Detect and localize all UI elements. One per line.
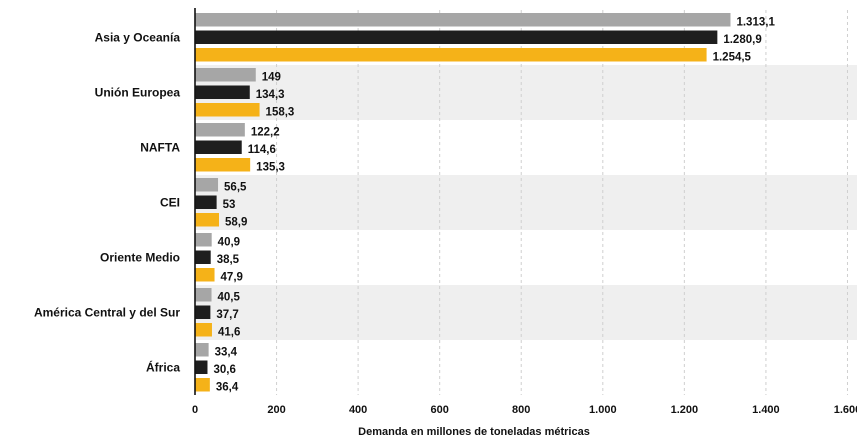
bar — [195, 13, 731, 27]
data-label: 122,2 — [251, 127, 280, 139]
data-label: 58,9 — [225, 217, 247, 229]
data-label: 30,6 — [213, 364, 235, 376]
x-tick-labels: 0 200 400 600 800 1.000 1.200 1.400 1.600 — [192, 404, 857, 416]
data-label: 56,5 — [224, 182, 247, 194]
category-label: NAFTA — [140, 141, 180, 155]
category-label: Oriente Medio — [100, 251, 180, 265]
bar — [195, 250, 211, 264]
category-labels: Asia y Oceanía Unión Europea NAFTA CEI Orien… — [34, 31, 180, 375]
bar — [195, 378, 210, 392]
x-tick-label: 400 — [349, 404, 367, 416]
data-label: 47,9 — [221, 272, 243, 284]
x-tick-label: 1.600 — [834, 404, 857, 416]
data-label: 53 — [223, 199, 236, 211]
row-band — [195, 175, 857, 230]
category-label: América Central y del Sur — [34, 306, 180, 320]
bar — [195, 123, 245, 137]
x-tick-label: 1.400 — [752, 404, 780, 416]
row-band — [195, 285, 857, 340]
x-tick-label: 800 — [512, 404, 530, 416]
bar-series — [195, 13, 731, 392]
data-label: 1.254,5 — [713, 52, 752, 64]
bar — [195, 213, 220, 227]
data-label: 40,9 — [218, 237, 240, 249]
data-label: 1.280,9 — [723, 34, 761, 46]
category-label: CEI — [160, 196, 180, 210]
bar — [195, 103, 260, 117]
bar — [195, 343, 209, 357]
bar — [195, 195, 217, 209]
data-label: 114,6 — [248, 144, 276, 156]
bar — [195, 178, 219, 192]
data-label: 38,5 — [217, 254, 240, 266]
data-label: 135,3 — [256, 162, 285, 174]
bar — [195, 30, 718, 44]
row-band — [195, 65, 857, 120]
category-label: Unión Europea — [95, 86, 181, 100]
x-tick-label: 1.000 — [589, 404, 617, 416]
data-label: 33,4 — [215, 347, 238, 359]
x-tick-label: 0 — [192, 404, 198, 416]
x-tick-label: 600 — [431, 404, 449, 416]
data-label: 41,6 — [218, 327, 240, 339]
data-label: 1.313,1 — [736, 17, 775, 29]
bar — [195, 268, 215, 282]
bar — [195, 68, 256, 82]
x-axis-title: Demanda en millones de toneladas métrica… — [358, 426, 590, 438]
row-bands — [195, 65, 857, 340]
bar — [195, 85, 250, 99]
bar — [195, 305, 211, 319]
data-label: 158,3 — [266, 107, 295, 119]
bar — [195, 48, 707, 62]
data-label: 36,4 — [216, 382, 239, 394]
x-tick-label: 200 — [267, 404, 285, 416]
data-label: 134,3 — [256, 89, 285, 101]
value-labels: 1.313,1 1.280,9 1.254,5 149 134,3 158,3 122,2 1… — [213, 17, 775, 394]
category-label: África — [146, 360, 180, 375]
data-label: 149 — [262, 72, 281, 84]
x-tick-label: 1.200 — [671, 404, 699, 416]
data-label: 40,5 — [218, 292, 241, 304]
bar — [195, 158, 251, 172]
bar — [195, 323, 212, 337]
category-label: Asia y Oceanía — [95, 31, 181, 45]
bar — [195, 140, 242, 154]
data-label: 37,7 — [216, 309, 238, 321]
grid-lines — [276, 10, 848, 395]
bar — [195, 360, 208, 374]
bar — [195, 288, 212, 302]
bar — [195, 233, 212, 247]
